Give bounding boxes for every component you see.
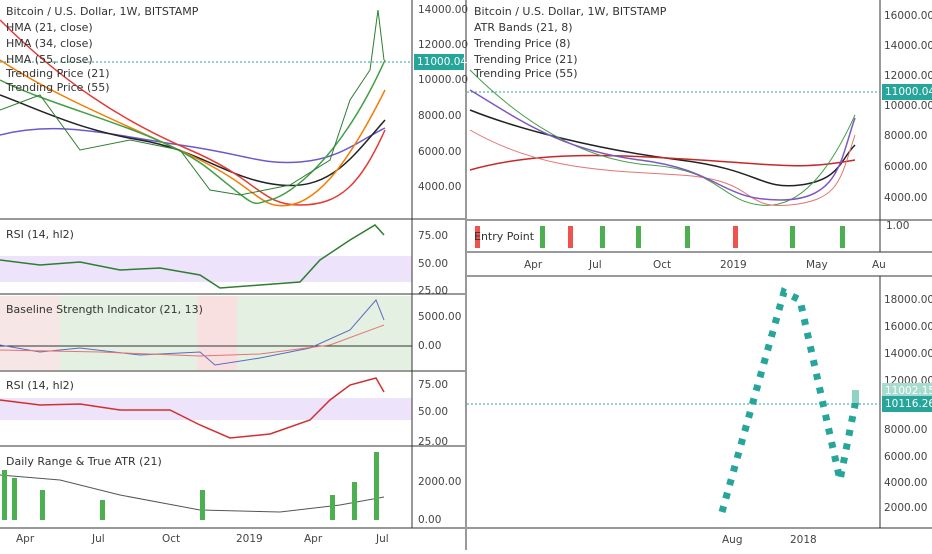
time-label: May (806, 259, 828, 271)
axis-label: 6000.00 (884, 451, 927, 463)
axis-label: 10000.00 (884, 100, 932, 112)
legend-item: Trending Price (55) (473, 67, 578, 80)
right-top-lines (467, 69, 880, 207)
axis-label: 75.00 (418, 230, 448, 242)
legend-item: Bitcoin / U.S. Dollar, 1W, BITSTAMP (474, 5, 667, 18)
time-label: Apr (16, 533, 35, 545)
axis-label: 8000.00 (884, 130, 927, 142)
legend-item: Entry Point (474, 230, 535, 243)
legend-item: RSI (14, hl2) (6, 379, 74, 392)
axis-label: 8000.00 (884, 424, 927, 436)
baseline-bg-red (197, 296, 237, 370)
axis-label: 75.00 (418, 379, 448, 391)
axis-label: 50.00 (418, 258, 448, 270)
legend-item: HMA (21, close) (6, 21, 93, 34)
axis-label: 8000.00 (418, 110, 461, 122)
price-badge-label: 10116.26 (885, 398, 932, 410)
legend-item: HMA (34, close) (6, 37, 93, 50)
axis-label: 5000.00 (418, 311, 461, 323)
axis-label: 25.00 (418, 436, 448, 448)
price-badge-label: 11000.04 (885, 86, 932, 98)
axis-label: 12000.00 (884, 70, 932, 82)
axis-label: 6000.00 (418, 146, 461, 158)
axis-label: 10000.00 (418, 74, 468, 86)
axis-label: 25.00 (418, 285, 448, 297)
legend-item: ATR Bands (21, 8) (474, 21, 573, 34)
time-label: Jul (375, 533, 389, 545)
price-badge-label: 11002.15 (885, 385, 932, 397)
axis-label: 6000.00 (884, 161, 927, 173)
time-label: Oct (653, 259, 671, 271)
legend-item: Trending Price (21) (473, 53, 578, 66)
time-label: Oct (162, 533, 180, 545)
range-bars (2, 452, 379, 520)
legend-item: Daily Range & True ATR (21) (6, 455, 162, 468)
left-main-lines (0, 9, 412, 207)
time-label: Jul (91, 533, 105, 545)
time-label: Apr (524, 259, 543, 271)
baseline-bg-red (0, 296, 60, 370)
legend-item: Baseline Strength Indicator (21, 13) (6, 303, 203, 316)
time-label: 2019 (236, 533, 263, 545)
time-label: Au (872, 259, 886, 271)
legend-item: RSI (14, hl2) (6, 228, 74, 241)
legend-item: Trending Price (21) (5, 67, 110, 80)
time-label: 2018 (790, 534, 817, 546)
time-label: Aug (722, 534, 743, 546)
legend-item: HMA (55, close) (6, 53, 93, 66)
axis-label: 16000.00 (884, 321, 932, 333)
axis-label: 14000.00 (884, 348, 932, 360)
axis-label: 12000.00 (418, 39, 468, 51)
price-badge (882, 84, 932, 100)
axis-label: 4000.00 (418, 181, 461, 193)
axis-label: 0.00 (418, 514, 441, 526)
axis-label: 16000.00 (884, 10, 932, 22)
renko-bricks (467, 286, 880, 513)
axis-label: 0.00 (418, 340, 441, 352)
rsi-band (0, 398, 412, 420)
time-label: 2019 (720, 259, 747, 271)
legend-item: Trending Price (55) (5, 81, 110, 94)
time-label: Jul (588, 259, 602, 271)
axis-label: 2000.00 (418, 476, 461, 488)
axis-label: 50.00 (418, 406, 448, 418)
axis-label: 4000.00 (884, 477, 927, 489)
price-badge (882, 396, 932, 412)
price-badge (414, 54, 464, 70)
time-label: Apr (304, 533, 323, 545)
axis-label: 14000.00 (884, 40, 932, 52)
axis-label: 1.00 (886, 220, 909, 232)
axis-label: 2000.00 (884, 502, 927, 514)
axis-label: 4000.00 (884, 192, 927, 204)
axis-label: 14000.00 (418, 4, 468, 16)
price-badge (882, 383, 932, 399)
entry-bars (475, 226, 845, 248)
rsi-band (0, 256, 412, 282)
legend-item: Trending Price (8) (473, 37, 571, 50)
axis-label: 18000.00 (884, 294, 932, 306)
legend-item: Bitcoin / U.S. Dollar, 1W, BITSTAMP (6, 5, 199, 18)
price-badge-label: 11000.04 (417, 56, 467, 68)
